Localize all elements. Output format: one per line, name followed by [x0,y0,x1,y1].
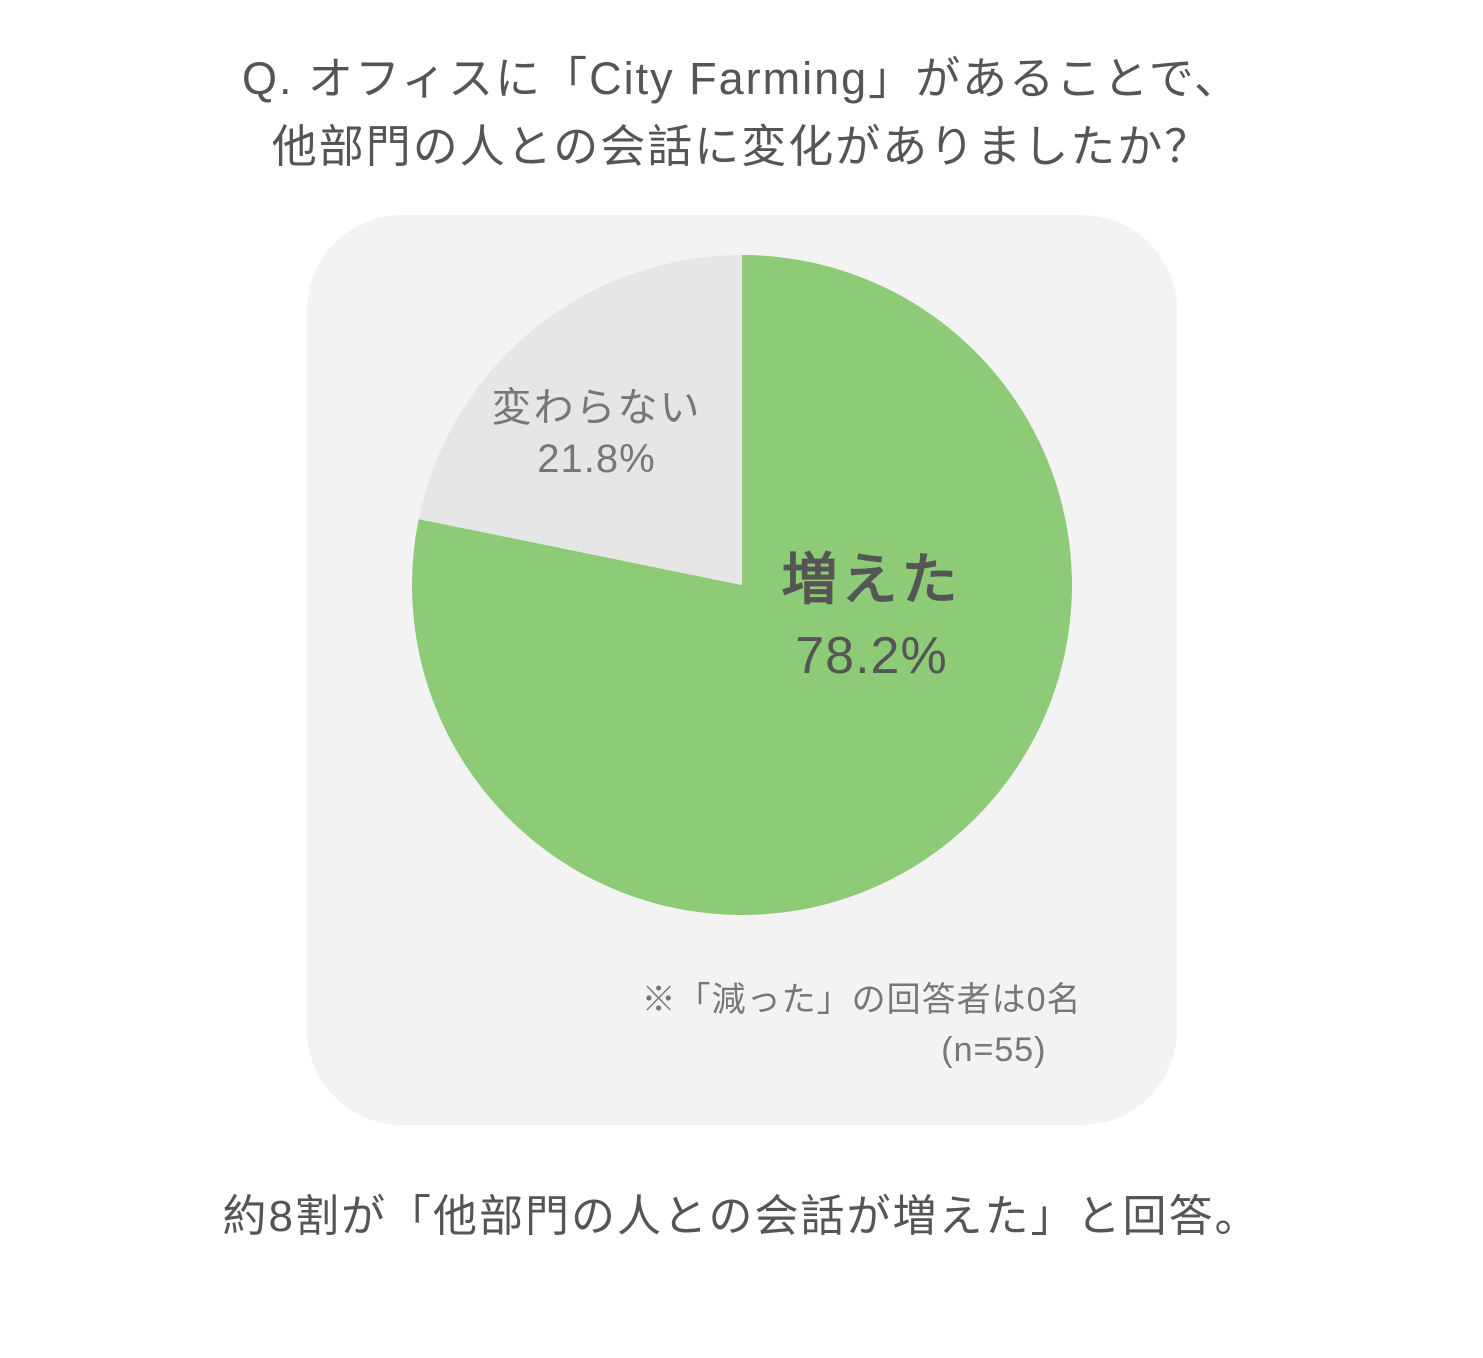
sample-size: (n=55) [642,1031,1047,1070]
slice-pct-unchanged: 21.8% [457,437,737,482]
question-line-2: 他部門の人との会話に変化がありましたか？ [242,113,1241,181]
slice-name-unchanged: 変わらない [457,375,737,433]
footnote-text: ※「減った」の回答者は0名 [642,972,1082,1021]
question-line-1: Q. オフィスに「City Farming」があることで、 [242,45,1241,113]
summary-text: 約8割が「他部門の人との会話が増えた」と回答。 [222,1180,1260,1244]
chart-card: 増えた 78.2% 変わらない 21.8% ※「減った」の回答者は0名 (n=5… [307,215,1177,1125]
pie-chart: 増えた 78.2% 変わらない 21.8% [402,245,1082,925]
footnote-area: ※「減った」の回答者は0名 (n=55) [642,972,1082,1070]
slice-name-increased: 増えた [722,535,1022,616]
question-heading: Q. オフィスに「City Farming」があることで、 他部門の人との会話に… [242,45,1241,180]
slice-pct-increased: 78.2% [722,626,1022,686]
slice-label-unchanged: 変わらない 21.8% [457,375,737,482]
slice-label-increased: 増えた 78.2% [722,535,1022,686]
